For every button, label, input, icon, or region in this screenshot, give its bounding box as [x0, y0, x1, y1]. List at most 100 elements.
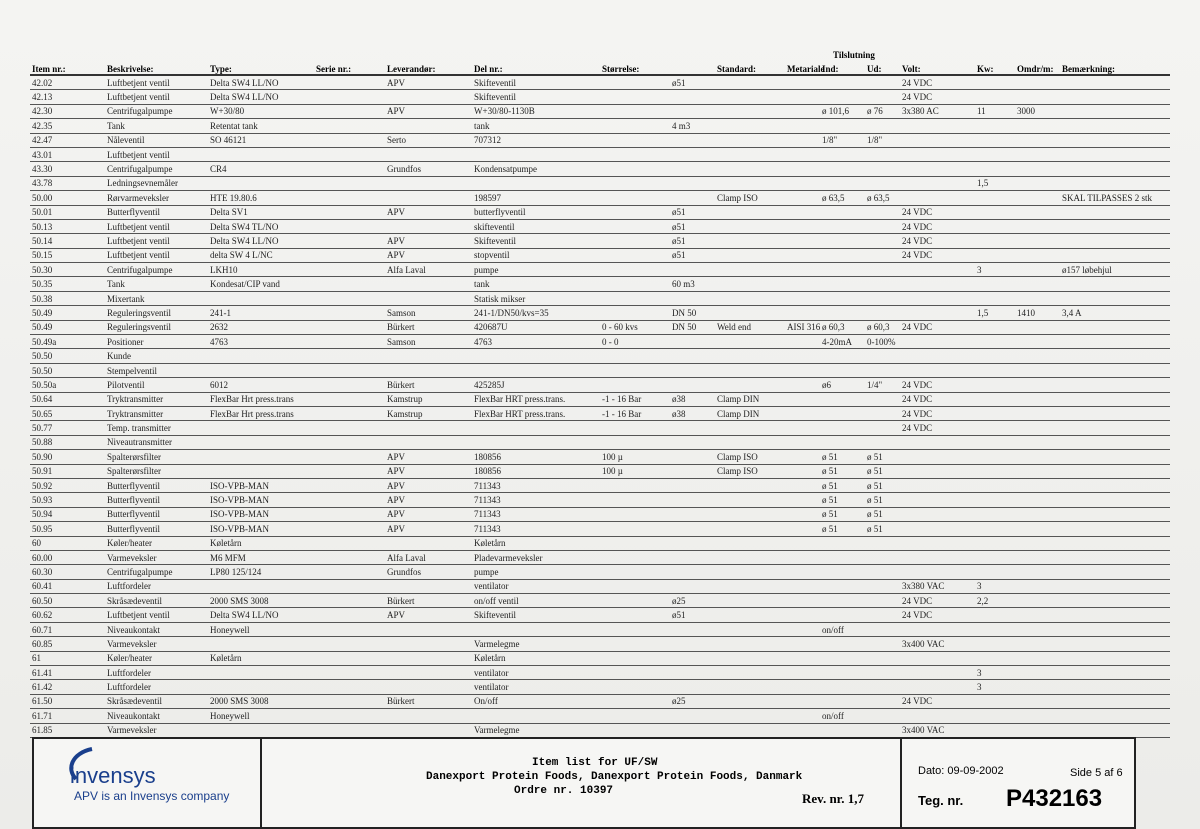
table-cell [600, 651, 670, 667]
table-cell [1015, 363, 1060, 379]
table-cell [820, 435, 865, 451]
table-row: 60 Køler/heater Køletårn Køletårn [30, 536, 1170, 551]
table-cell [975, 276, 1015, 292]
table-cell [820, 636, 865, 652]
table-cell: pumpe [472, 262, 600, 278]
table-cell [1060, 348, 1170, 364]
table-cell [820, 607, 865, 623]
drawing-number: P432163 [1006, 785, 1103, 812]
table-cell [472, 176, 600, 192]
table-cell: 50.01 [30, 205, 105, 220]
table-cell [785, 579, 820, 595]
table-cell [314, 550, 385, 566]
table-cell: 61.71 [30, 708, 105, 724]
table-cell: Clamp ISO [715, 449, 785, 465]
table-cell [1060, 420, 1170, 436]
table-cell [1060, 248, 1170, 264]
table-cell: ø25 [670, 593, 715, 609]
table-cell [975, 420, 1015, 436]
table-cell: 0 - 0 [600, 334, 670, 350]
table-cell [314, 334, 385, 350]
table-cell: on/off [820, 708, 865, 724]
table-cell: ø157 løbehjul [1060, 262, 1170, 278]
table-cell [785, 118, 820, 134]
table-cell [314, 579, 385, 595]
table-cell: Weld end [715, 320, 785, 336]
table-cell [820, 694, 865, 710]
table-cell [1015, 233, 1060, 249]
table-cell: Luftbetjent ventil [105, 233, 208, 249]
table-cell [1060, 392, 1170, 407]
table-cell [820, 161, 865, 177]
table-cell [600, 89, 670, 105]
table-cell [715, 219, 785, 235]
table-cell: 50.38 [30, 291, 105, 307]
table-cell [472, 348, 600, 364]
table-cell [670, 507, 715, 523]
table-cell: 61 [30, 651, 105, 667]
table-cell [785, 104, 820, 120]
table-cell [820, 205, 865, 220]
table-cell: Køletårn [208, 536, 314, 551]
table-row: 50.49a Positioner 4763 Samson 4763 0 - 0 4-20m… [30, 334, 1170, 350]
table-cell: 61.50 [30, 694, 105, 710]
table-cell: on/off ventil [472, 593, 600, 609]
table-cell [820, 550, 865, 566]
table-cell [715, 679, 785, 695]
table-cell: Varmeveksler [105, 723, 208, 738]
divider [900, 739, 902, 827]
table-cell [600, 507, 670, 523]
table-cell: Rørvarmeveksler [105, 190, 208, 206]
table-cell: Kamstrup [385, 406, 472, 422]
header-row: Item nr.: Beskrivelse: Type: Serie nr.: Leve… [30, 56, 1170, 76]
table-cell: 711343 [472, 507, 600, 523]
table-cell [715, 593, 785, 609]
table-cell [670, 104, 715, 120]
table-cell [600, 176, 670, 192]
table-cell: Luftfordeler [105, 679, 208, 695]
table-cell [865, 233, 900, 249]
table-cell [314, 607, 385, 623]
table-cell [1015, 377, 1060, 393]
table-cell [600, 708, 670, 724]
table-cell [1015, 464, 1060, 479]
table-cell: Luftfordeler [105, 665, 208, 681]
table-cell: 180856 [472, 449, 600, 465]
table-cell: ø 60,3 [820, 320, 865, 336]
table-cell [1015, 723, 1060, 738]
table-cell [785, 564, 820, 580]
table-cell: 61.42 [30, 679, 105, 695]
table-cell [715, 420, 785, 436]
table-cell [715, 176, 785, 192]
table-row: 61 Køler/heater Køletårn Køletårn [30, 651, 1170, 667]
table-cell: 11 [975, 104, 1015, 120]
table-cell [670, 579, 715, 595]
column-header: Volt: [900, 56, 975, 76]
table-cell: FlexBar HRT press.trans. [472, 406, 600, 422]
table-cell: Nåleventil [105, 133, 208, 148]
column-header: Størrelse: [600, 56, 670, 76]
revision: Rev. nr. 1,7 [802, 791, 864, 806]
table-cell [670, 679, 715, 695]
table-cell: APV [385, 248, 472, 264]
table-cell: Luftbetjent ventil [105, 607, 208, 623]
column-header: Del nr.: [472, 56, 600, 76]
table-cell [1015, 521, 1060, 537]
table-cell [1015, 334, 1060, 350]
table-cell [975, 75, 1015, 91]
table-cell: ISO-VPB-MAN [208, 521, 314, 537]
table-cell [208, 679, 314, 695]
table-cell [1015, 219, 1060, 235]
table-cell: ø38 [670, 392, 715, 407]
table-cell [785, 161, 820, 177]
table-cell: Butterflyventil [105, 507, 208, 523]
table-cell [208, 147, 314, 163]
table-cell: 24 VDC [900, 392, 975, 407]
table-cell [385, 665, 472, 681]
table-cell: 50.49a [30, 334, 105, 350]
table-cell [600, 622, 670, 638]
table-cell [715, 536, 785, 551]
table-cell: 241-1/DN50/kvs=35 [472, 305, 600, 321]
table-cell: 50.93 [30, 492, 105, 508]
table-cell: Spalterørsfilter [105, 464, 208, 479]
